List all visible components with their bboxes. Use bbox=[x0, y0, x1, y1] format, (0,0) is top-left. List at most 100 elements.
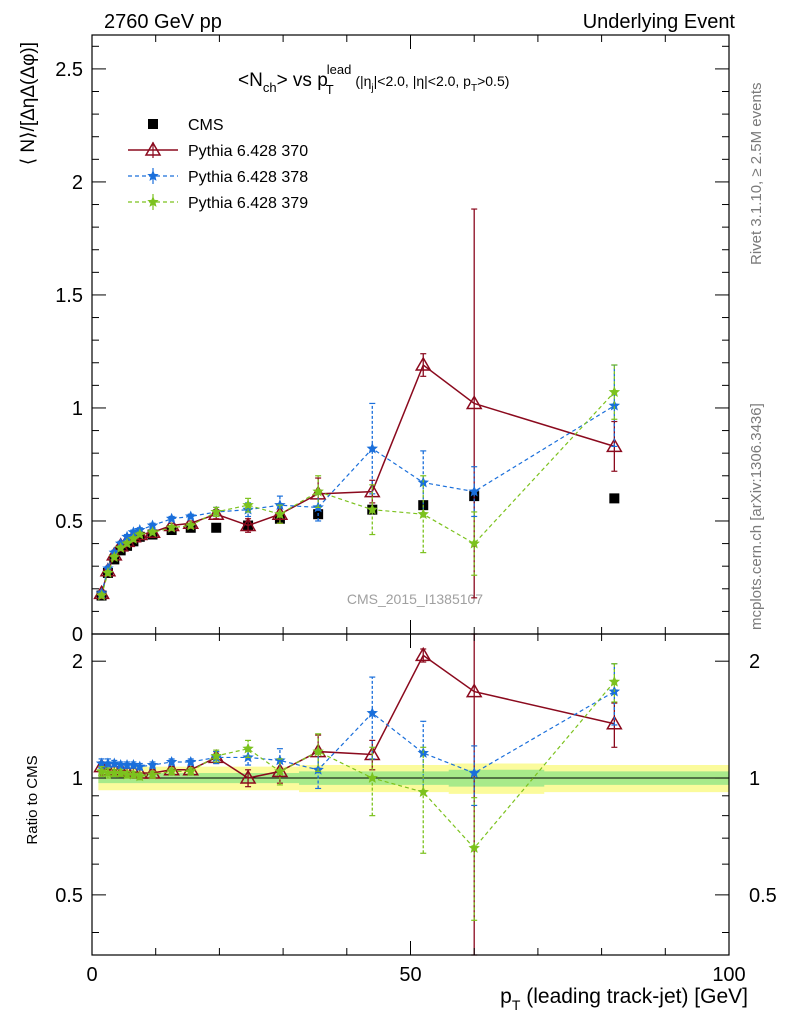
ratio-point bbox=[102, 767, 114, 778]
ratio-point bbox=[95, 757, 108, 769]
ratio-point bbox=[121, 759, 133, 770]
legend-entry-1: Pythia 6.428 370 bbox=[128, 141, 308, 160]
data-point bbox=[414, 356, 432, 371]
title-sub-t: T bbox=[326, 82, 334, 97]
analysis-watermark: CMS_2015_I1385107 bbox=[347, 591, 483, 607]
ratio-point bbox=[606, 715, 623, 730]
ratio-series-1 bbox=[93, 633, 623, 956]
ratio-point bbox=[414, 646, 432, 662]
title-sub-ch: ch bbox=[263, 80, 277, 95]
x-label-rest: (leading track-jet) [GeV] bbox=[520, 985, 748, 1008]
data-point bbox=[608, 386, 621, 397]
ratio-point bbox=[121, 768, 133, 780]
ratio-point bbox=[366, 772, 378, 783]
data-point bbox=[468, 537, 480, 549]
y-axis-label: ⟨ N⟩/[ΔηΔ(Δφ)] bbox=[18, 42, 39, 165]
data-point bbox=[465, 394, 483, 410]
ratio-point bbox=[165, 765, 178, 777]
ratio-point bbox=[114, 759, 127, 770]
data-point bbox=[146, 526, 159, 538]
x-tick-label: 0 bbox=[86, 964, 97, 986]
ratio-series-3 bbox=[95, 663, 621, 921]
y-tick-label: 1 bbox=[72, 398, 83, 420]
legend-label: Pythia 6.428 379 bbox=[188, 195, 308, 212]
series-1 bbox=[93, 208, 623, 600]
ratio-point bbox=[465, 683, 483, 698]
series-line bbox=[100, 363, 615, 594]
ratio-line bbox=[101, 691, 615, 774]
data-point bbox=[102, 566, 114, 578]
ratio-panel: 0 50 100 0.5 0.5 1 1 2 2 bbox=[55, 633, 777, 986]
data-point bbox=[468, 485, 480, 497]
ratio-point bbox=[312, 745, 324, 757]
data-point bbox=[95, 589, 108, 601]
data-point bbox=[609, 493, 620, 504]
ratio-point bbox=[366, 707, 378, 718]
legend-entry-0: CMS bbox=[148, 117, 224, 134]
legend-label: CMS bbox=[188, 117, 224, 134]
ratio-point bbox=[95, 765, 108, 777]
data-point bbox=[211, 522, 222, 533]
y-tick-label: 0 bbox=[72, 624, 83, 646]
ratio-point bbox=[165, 755, 178, 767]
series-2 bbox=[95, 364, 621, 599]
ratio-point bbox=[242, 742, 254, 754]
x-tick-label: 50 bbox=[399, 964, 421, 986]
ratio-point bbox=[108, 767, 120, 778]
header-left: 2760 GeV pp bbox=[104, 11, 222, 33]
data-point bbox=[146, 519, 159, 531]
y-tick-label: 0.5 bbox=[55, 511, 83, 533]
ratio-point bbox=[127, 768, 140, 780]
data-point bbox=[366, 503, 378, 515]
ratio-point bbox=[185, 755, 197, 767]
series-0 bbox=[96, 489, 620, 601]
ratio-point bbox=[114, 767, 127, 778]
title-cuts-sub-j: j bbox=[370, 83, 373, 94]
y-tick-label: 1.5 bbox=[55, 285, 83, 307]
ratio-point bbox=[608, 675, 621, 687]
data-point bbox=[108, 551, 120, 562]
data-point bbox=[185, 510, 197, 522]
legend-entry-3: Pythia 6.428 379 bbox=[128, 194, 308, 212]
rivet-label: Rivet 3.1.10, ≥ 2.5M events bbox=[748, 83, 765, 266]
data-point bbox=[121, 537, 133, 549]
x-label-p: p bbox=[500, 985, 512, 1008]
ratio-y-tick-label-right: 1 bbox=[749, 768, 760, 790]
title-cuts-sub-t: T bbox=[471, 83, 477, 94]
plot-title: <Nch> vs pTlead(|ηj|<2.0, |η|<2.0, pT>0.… bbox=[238, 62, 509, 97]
x-axis-label: pT (leading track-jet) [GeV] bbox=[500, 985, 748, 1013]
series-line bbox=[100, 405, 615, 594]
data-point bbox=[312, 485, 324, 497]
x-tick-label: 100 bbox=[712, 964, 745, 986]
data-point bbox=[210, 505, 222, 517]
legend-marker bbox=[144, 141, 162, 156]
ratio-line bbox=[101, 681, 615, 849]
title-cuts-b: |<2.0, |η|<2.0, p bbox=[374, 73, 472, 89]
ratio-y-tick-label: 2 bbox=[72, 651, 83, 673]
ratio-point bbox=[134, 760, 146, 772]
ratio-point bbox=[127, 759, 140, 770]
data-point bbox=[165, 521, 178, 533]
ratio-y-tick-label: 0.5 bbox=[55, 885, 83, 907]
data-point bbox=[134, 528, 146, 540]
ratio-point bbox=[468, 842, 480, 853]
y-tick-label: 2 bbox=[72, 172, 83, 194]
legend: CMS Pythia 6.428 370 Pythia 6.428 378 Pythi… bbox=[128, 117, 308, 212]
ratio-point bbox=[146, 759, 159, 770]
legend-marker bbox=[147, 170, 159, 181]
data-point bbox=[242, 499, 254, 511]
data-point bbox=[366, 442, 378, 454]
ratio-point bbox=[102, 757, 114, 769]
data-point bbox=[606, 437, 623, 453]
legend-marker bbox=[147, 196, 159, 207]
data-point bbox=[185, 519, 197, 531]
ratio-point bbox=[108, 757, 120, 769]
ratio-point bbox=[417, 786, 429, 797]
data-point bbox=[608, 399, 621, 411]
data-point bbox=[207, 505, 225, 520]
ratio-point bbox=[210, 749, 222, 761]
data-point bbox=[114, 542, 127, 553]
data-point bbox=[239, 517, 257, 532]
ratio-frame bbox=[91, 633, 730, 956]
